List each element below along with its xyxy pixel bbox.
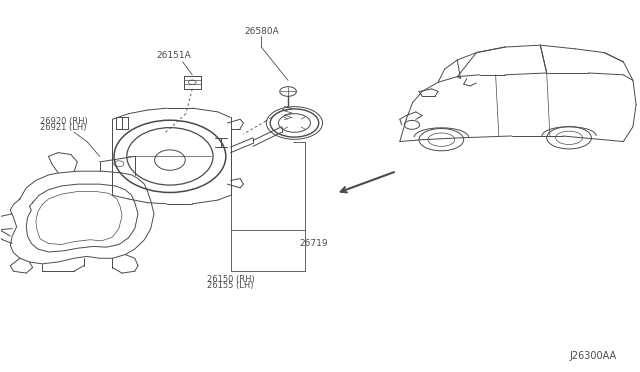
Text: 26151A: 26151A [156,51,191,60]
Text: 26155 (LH): 26155 (LH) [207,281,254,290]
Text: 26920 (RH): 26920 (RH) [40,117,88,126]
Text: 26580A: 26580A [244,27,278,36]
Text: 26719: 26719 [300,239,328,248]
Text: 26921 (LH): 26921 (LH) [40,123,87,132]
Text: 26150 (RH): 26150 (RH) [207,275,255,284]
Text: J26300AA: J26300AA [570,351,617,361]
